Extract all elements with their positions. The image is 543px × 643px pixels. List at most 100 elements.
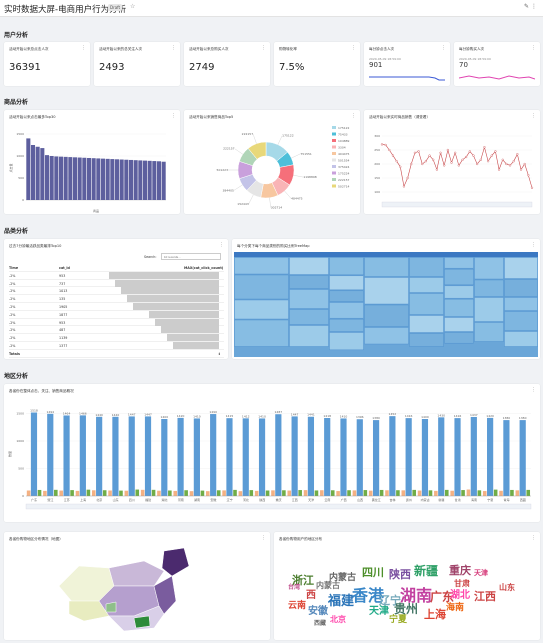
table-row[interactable]: -2% 1139 bbox=[9, 334, 224, 342]
bar-follow bbox=[173, 490, 178, 496]
x-tick-label: 青海 bbox=[504, 497, 510, 502]
treemap-cell bbox=[329, 257, 364, 276]
more-icon[interactable]: ⋮ bbox=[531, 535, 536, 541]
bar-purchase bbox=[70, 490, 74, 496]
data-point bbox=[497, 168, 501, 171]
col-header-time[interactable]: Time bbox=[9, 266, 19, 270]
y-tick-label: 500 bbox=[18, 467, 24, 471]
star-icon[interactable]: ☆ bbox=[130, 3, 136, 10]
bar-click bbox=[291, 416, 298, 496]
label-line bbox=[234, 148, 243, 155]
bar-purchase bbox=[379, 489, 384, 496]
cloud-word: 宁夏 bbox=[389, 615, 408, 625]
bar-click bbox=[79, 415, 86, 496]
y-tick-label: 1000 bbox=[16, 439, 24, 443]
more-icon[interactable]: ⋮ bbox=[531, 45, 536, 51]
bar-purchase bbox=[249, 490, 254, 496]
label-line bbox=[284, 190, 292, 199]
bar bbox=[26, 138, 31, 200]
cloud-word: 西 bbox=[306, 590, 316, 601]
bar-value: 1410 bbox=[258, 414, 266, 418]
table-row[interactable]: -2% 1905 bbox=[9, 302, 224, 311]
china-map-card: 各省份购物地区分布情况（地图） ⋮ bbox=[4, 532, 270, 640]
bar bbox=[35, 146, 40, 200]
treemap-cell bbox=[234, 274, 289, 300]
more-icon[interactable]: ⋮ bbox=[531, 3, 537, 10]
table-row[interactable]: -2% 135 bbox=[9, 295, 224, 303]
more-icon[interactable]: ⋮ bbox=[171, 113, 176, 119]
search-input[interactable] bbox=[161, 253, 221, 260]
more-icon[interactable]: ⋮ bbox=[171, 45, 176, 51]
cell-cat-id: 1377 bbox=[59, 343, 68, 348]
bar bbox=[86, 157, 92, 200]
table-row[interactable]: -2% 953 bbox=[9, 318, 224, 327]
region-xizang bbox=[68, 600, 110, 622]
cell-time: -2% bbox=[9, 320, 16, 325]
x-tick-label: 山东 bbox=[113, 497, 119, 502]
bar-follow bbox=[254, 490, 259, 496]
col-header-max[interactable]: MAX(cat_click_count) bbox=[184, 266, 224, 270]
more-icon[interactable]: ⋮ bbox=[219, 242, 224, 248]
data-point bbox=[457, 164, 460, 167]
slice-label: 384405 bbox=[222, 188, 234, 192]
bar-value: 1420 bbox=[486, 414, 494, 418]
table-row[interactable]: -2% 1877 bbox=[9, 310, 224, 319]
bar bbox=[133, 160, 138, 200]
more-icon[interactable]: ⋮ bbox=[81, 45, 86, 51]
cloud-word: 内蒙古 bbox=[316, 581, 340, 590]
x-tick-label: 河南 bbox=[178, 497, 184, 502]
kpi-value: 36391 bbox=[9, 62, 41, 73]
data-point bbox=[461, 158, 464, 161]
cloud-word: 四川 bbox=[362, 566, 384, 579]
x-axis-label: 商品 bbox=[93, 208, 99, 213]
treemap-cell bbox=[289, 289, 329, 309]
bar-purchase bbox=[347, 490, 351, 496]
table-row[interactable]: -2% 1377 bbox=[9, 341, 224, 350]
edit-icon[interactable]: ✎ bbox=[524, 3, 530, 10]
sort-icon[interactable]: ↕ bbox=[218, 351, 221, 356]
legend-label: 404475 bbox=[338, 152, 350, 156]
treemap-cell bbox=[504, 279, 538, 297]
bar-purchase bbox=[184, 490, 188, 496]
bar-follow bbox=[91, 490, 96, 496]
bar-purchase bbox=[86, 489, 91, 496]
realtime-line-card: 活动开始以来实时商品销售（请查看） ⋮ 100 150 200 250 300 bbox=[364, 110, 540, 214]
more-icon[interactable]: ⋮ bbox=[351, 113, 356, 119]
more-icon[interactable]: ⋮ bbox=[531, 387, 536, 393]
cell-cat-id: 487 bbox=[59, 328, 66, 333]
col-header-cat-id[interactable]: cat_id bbox=[59, 266, 70, 270]
card-title: 各省份在整体点击、关注、销售商品概况 bbox=[9, 389, 74, 393]
slice-label: 302714 bbox=[271, 206, 283, 210]
more-icon[interactable]: ⋮ bbox=[531, 113, 536, 119]
more-icon[interactable]: ⋮ bbox=[351, 45, 356, 51]
treemap-cell bbox=[474, 322, 504, 342]
top10-table-card: 过去7分钟最活跃品类最排Top10 ⋮ Search: Time cat_id M… bbox=[4, 239, 228, 359]
bar-purchase bbox=[510, 489, 514, 496]
table-row[interactable]: -2% 1013 bbox=[9, 287, 224, 296]
more-icon[interactable]: ⋮ bbox=[441, 45, 446, 51]
cloud-word: 上海 bbox=[424, 608, 446, 621]
table-row[interactable]: -2% 487 bbox=[9, 326, 224, 335]
bar bbox=[96, 158, 101, 200]
bar bbox=[49, 156, 54, 200]
bar-click bbox=[454, 418, 461, 496]
x-tick-label: 广西 bbox=[341, 497, 347, 502]
table-row[interactable]: -2% 737 bbox=[9, 279, 224, 288]
table-row[interactable]: -2% 953 bbox=[9, 271, 224, 280]
more-icon[interactable]: ⋮ bbox=[261, 535, 266, 541]
section-title-user: 用户分析 bbox=[4, 32, 29, 39]
data-point bbox=[472, 154, 475, 157]
card-title: 各省份购物用户的地区分布 bbox=[279, 537, 323, 541]
section-title-region: 地区分析 bbox=[4, 373, 29, 380]
data-point bbox=[432, 158, 435, 161]
cloud-word: 广东 bbox=[430, 590, 455, 604]
china-map bbox=[58, 547, 190, 632]
card-title: 活动开始以来点击最多Top30 bbox=[9, 115, 56, 119]
y-tick-label: 500 bbox=[18, 176, 24, 180]
treemap-cell bbox=[504, 331, 538, 347]
x-tick-label: 甘肃 bbox=[455, 497, 461, 502]
bar-click bbox=[128, 416, 135, 496]
more-icon[interactable]: ⋮ bbox=[261, 45, 266, 51]
bar-value: 1441 bbox=[307, 413, 315, 417]
more-icon[interactable]: ⋮ bbox=[531, 242, 536, 248]
